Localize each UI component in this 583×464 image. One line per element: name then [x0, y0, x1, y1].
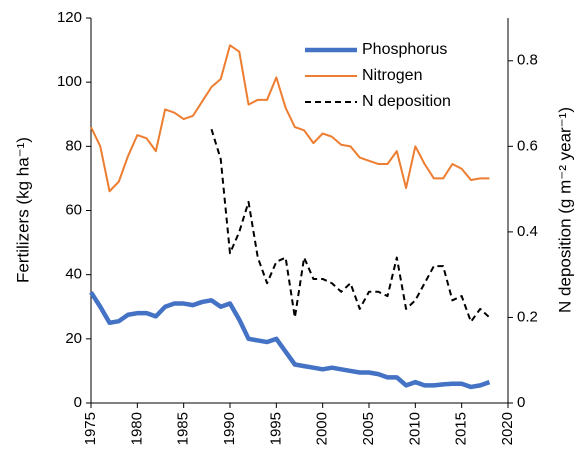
legend-label: Nitrogen — [362, 67, 422, 84]
y-tick-label: 0 — [74, 394, 82, 411]
y2-tick-label: 0.8 — [517, 52, 538, 69]
data-line — [90, 44, 490, 193]
y2-tick-label: 0 — [517, 394, 525, 411]
y-tick-label: 100 — [57, 73, 82, 90]
y-tick-label: 40 — [65, 266, 82, 283]
data-line — [89, 291, 491, 390]
y2-axis-label: N deposition (g m⁻² year⁻¹) — [555, 107, 574, 313]
x-tick-label: 2000 — [314, 412, 331, 445]
x-tick-label: 2005 — [360, 412, 377, 445]
data-line — [210, 128, 491, 323]
x-tick-label: 1975 — [82, 412, 99, 445]
y-tick-label: 20 — [65, 330, 82, 347]
y-tick-label: 60 — [65, 201, 82, 218]
y2-tick-label: 0.2 — [517, 308, 538, 325]
x-tick-label: 2015 — [453, 412, 470, 445]
legend-label: N deposition — [362, 93, 451, 110]
y-axis-label: Fertilizers (kg ha⁻¹) — [13, 137, 32, 283]
x-tick-label: 2010 — [406, 412, 423, 445]
y-tick-label: 80 — [65, 137, 82, 154]
x-tick-label: 1980 — [128, 412, 145, 445]
x-tick-label: 1985 — [175, 412, 192, 445]
x-tick-label: 2020 — [499, 412, 516, 445]
x-tick-label: 1990 — [221, 412, 238, 445]
legend-label: Phosphorus — [362, 41, 447, 58]
y2-tick-label: 0.4 — [517, 223, 538, 240]
y2-tick-label: 0.6 — [517, 137, 538, 154]
y-tick-label: 120 — [57, 9, 82, 26]
x-tick-label: 1995 — [267, 412, 284, 445]
